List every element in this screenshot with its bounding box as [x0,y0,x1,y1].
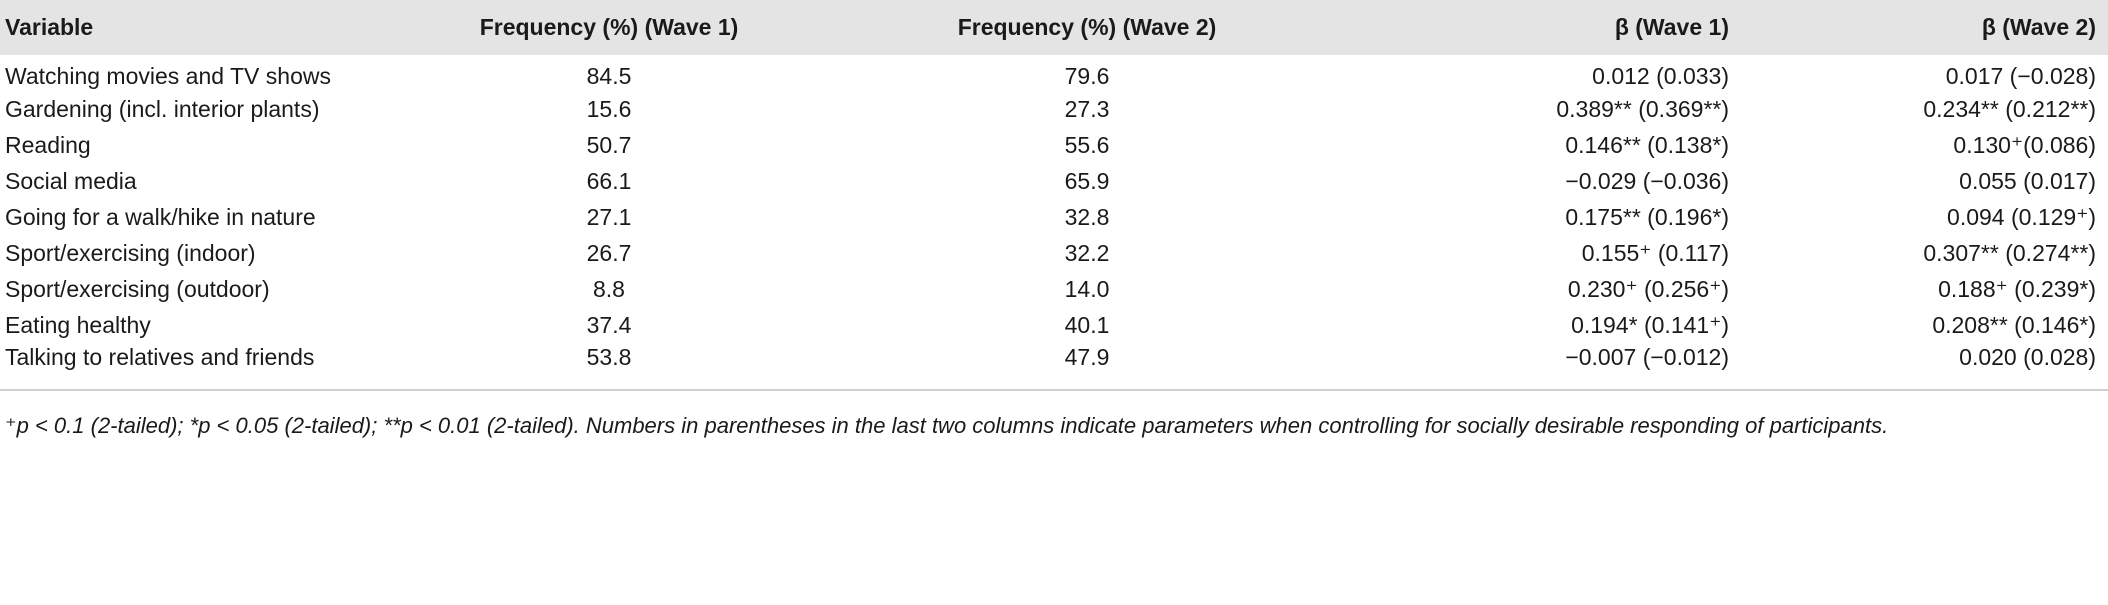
cell-frequency-wave2: 79.6 [1064,62,1110,89]
cell-frequency-wave2: 32.2 [1064,239,1110,266]
cell-frequency-wave1: 50.7 [586,131,632,158]
header-beta-wave2: β (Wave 2) [1981,14,2096,40]
cell-variable: Reading [5,131,91,158]
cell-beta-wave1: −0.007 (−0.012) [1565,343,1729,370]
header-frequency-wave1: Frequency (%) (Wave 1) [479,14,739,40]
table-row: Reading 50.7 55.6 0.146** (0.138*) 0.130… [0,127,2108,163]
cell-beta-wave1: 0.389** (0.369**) [1556,95,1729,122]
table-row: Social media 66.1 65.9 −0.029 (−0.036) 0… [0,163,2108,199]
header-variable: Variable [5,14,94,40]
table-footnote: ⁺p < 0.1 (2-tailed); *p < 0.05 (2-tailed… [5,413,1889,438]
cell-frequency-wave2: 65.9 [1064,167,1110,194]
table-row: Talking to relatives and friends 53.8 47… [0,343,2108,379]
cell-variable: Eating healthy [5,311,151,338]
table-row: Sport/exercising (indoor) 26.7 32.2 0.15… [0,235,2108,271]
table-bottom-rule [0,389,2108,391]
cell-variable: Social media [5,167,137,194]
header-frequency-wave2: Frequency (%) (Wave 2) [957,14,1217,40]
cell-frequency-wave2: 14.0 [1064,275,1110,302]
cell-beta-wave2: 0.307** (0.274**) [1923,239,2096,266]
cell-frequency-wave1: 8.8 [593,275,625,302]
cell-frequency-wave2: 40.1 [1064,311,1110,338]
cell-frequency-wave1: 15.6 [586,95,632,122]
cell-beta-wave2: 0.017 (−0.028) [1945,62,2096,89]
cell-beta-wave1: 0.155⁺ (0.117) [1581,239,1729,266]
cell-frequency-wave1: 66.1 [586,167,632,194]
cell-frequency-wave1: 26.7 [586,239,632,266]
table-body: Watching movies and TV shows 84.5 79.6 0… [0,55,2108,379]
table-header: Variable Frequency (%) (Wave 1) Frequenc… [0,0,2108,55]
cell-frequency-wave2: 55.6 [1064,131,1110,158]
cell-frequency-wave1: 27.1 [586,203,632,230]
header-beta-wave1: β (Wave 1) [1614,14,1729,40]
cell-variable: Sport/exercising (outdoor) [5,275,270,302]
cell-beta-wave2: 0.208** (0.146*) [1932,311,2096,338]
cell-variable: Watching movies and TV shows [5,62,331,89]
table-row: Sport/exercising (outdoor) 8.8 14.0 0.23… [0,271,2108,307]
table-row: Going for a walk/hike in nature 27.1 32.… [0,199,2108,235]
cell-beta-wave1: 0.175** (0.196*) [1565,203,1729,230]
cell-beta-wave1: 0.146** (0.138*) [1565,131,1729,158]
cell-frequency-wave2: 27.3 [1064,95,1110,122]
cell-beta-wave2: 0.130⁺(0.086) [1953,131,2096,158]
table-row: Eating healthy 37.4 40.1 0.194* (0.141⁺)… [0,307,2108,343]
cell-beta-wave2: 0.020 (0.028) [1959,343,2096,370]
results-table: Variable Frequency (%) (Wave 1) Frequenc… [0,0,2108,379]
table-row: Gardening (incl. interior plants) 15.6 2… [0,91,2108,127]
header-row: Variable Frequency (%) (Wave 1) Frequenc… [0,0,2108,55]
cell-beta-wave2: 0.055 (0.017) [1959,167,2096,194]
cell-beta-wave2: 0.188⁺ (0.239*) [1938,275,2096,302]
cell-variable: Talking to relatives and friends [5,343,315,370]
cell-variable: Gardening (incl. interior plants) [5,95,320,122]
table-row: Watching movies and TV shows 84.5 79.6 0… [0,55,2108,91]
cell-beta-wave2: 0.234** (0.212**) [1923,95,2096,122]
cell-frequency-wave2: 47.9 [1064,343,1110,370]
cell-beta-wave2: 0.094 (0.129⁺) [1947,203,2096,230]
cell-beta-wave1: 0.194* (0.141⁺) [1571,311,1729,338]
cell-frequency-wave1: 37.4 [586,311,632,338]
cell-frequency-wave1: 84.5 [586,62,632,89]
cell-beta-wave1: 0.012 (0.033) [1592,62,1729,89]
cell-beta-wave1: 0.230⁺ (0.256⁺) [1567,275,1729,302]
cell-beta-wave1: −0.029 (−0.036) [1565,167,1729,194]
cell-frequency-wave2: 32.8 [1064,203,1110,230]
cell-variable: Going for a walk/hike in nature [5,203,316,230]
cell-variable: Sport/exercising (indoor) [5,239,256,266]
cell-frequency-wave1: 53.8 [586,343,632,370]
